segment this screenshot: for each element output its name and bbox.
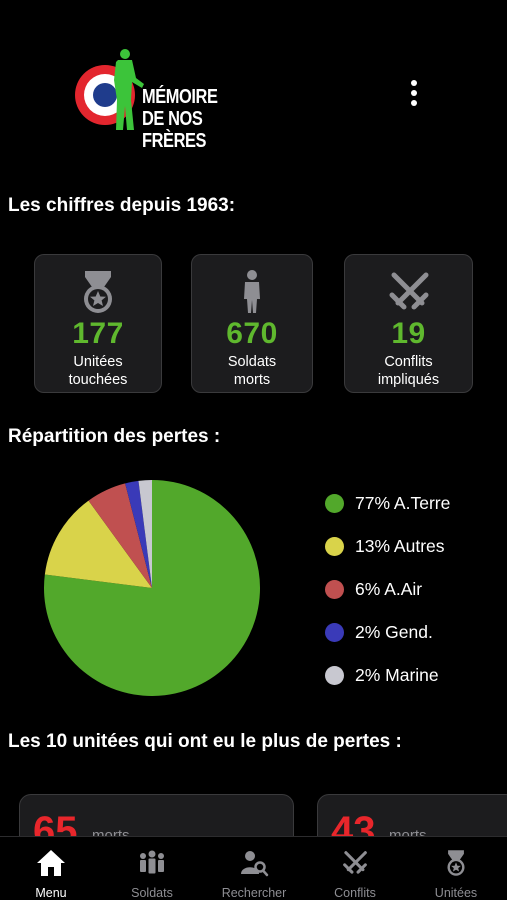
- losses-pie-chart: [44, 480, 260, 696]
- tab-label: Soldats: [131, 886, 173, 900]
- stat-label-line1: Conflits: [384, 354, 433, 370]
- more-menu-button[interactable]: [400, 76, 428, 110]
- stat-value: 177: [72, 317, 124, 350]
- stat-label-line2: morts: [233, 372, 271, 388]
- stat-value: 670: [226, 317, 278, 350]
- search-person-icon: [241, 851, 269, 877]
- legend-item: 6% A.Air: [325, 574, 422, 604]
- legend-item: 2% Marine: [325, 660, 439, 690]
- logo-emblem-icon: [75, 49, 144, 130]
- more-vertical-dot: [411, 100, 417, 106]
- legend-dot: [325, 536, 344, 556]
- tab-soldats[interactable]: Soldats: [101, 837, 203, 900]
- legend-dot: [325, 622, 344, 642]
- legend-dot: [325, 493, 344, 513]
- logo-text: MÉMOIRE DE NOS FRÈRES: [142, 86, 250, 152]
- logo-line-1: MÉMOIRE: [142, 86, 218, 108]
- legend-label: 13% Autres: [355, 535, 445, 556]
- tab-rechercher[interactable]: Rechercher: [203, 837, 305, 900]
- legend-item: 13% Autres: [325, 531, 445, 561]
- stats-section-title: Les chiffres depuis 1963:: [8, 195, 236, 216]
- stat-label: Conflits impliqués: [345, 353, 472, 389]
- legend-dot: [325, 665, 344, 685]
- crossed-swords-icon: [343, 851, 367, 874]
- app-logo: MÉMOIRE DE NOS FRÈRES: [74, 48, 274, 152]
- more-vertical-dot: [411, 90, 417, 96]
- tab-unitees[interactable]: Unitées: [405, 837, 507, 900]
- pie-slice: [138, 480, 152, 588]
- stat-label-line1: Soldats: [227, 354, 277, 370]
- soldiers-group-icon: [140, 850, 164, 874]
- medal-icon: [447, 850, 465, 876]
- legend-label: 6% A.Air: [355, 578, 423, 599]
- pie-slice: [44, 480, 260, 696]
- legend-label: 2% Gend.: [355, 621, 433, 642]
- stat-value: 19: [391, 317, 426, 350]
- stat-card-soldiers[interactable]: 670 Soldats morts: [191, 254, 313, 393]
- stat-label-line2: impliqués: [377, 372, 440, 388]
- stat-card-units[interactable]: 177 Unitées touchées: [34, 254, 162, 393]
- stat-label: Soldats morts: [192, 353, 312, 389]
- stat-label: Unitées touchées: [35, 353, 161, 389]
- medal-icon: [84, 271, 112, 313]
- more-vertical-icon: [411, 80, 417, 86]
- legend-dot: [325, 579, 344, 599]
- stat-card-conflicts[interactable]: 19 Conflits impliqués: [344, 254, 473, 393]
- tab-label: Unitées: [434, 886, 478, 900]
- units-section-title: Les 10 unitées qui ont eu le plus de per…: [8, 731, 402, 752]
- bottom-tab-bar: Menu Soldats Rechercher: [0, 836, 507, 900]
- tab-conflits[interactable]: Conflits: [304, 837, 406, 900]
- tab-label: Rechercher: [221, 886, 287, 900]
- legend-label: 77% A.Terre: [355, 492, 451, 513]
- stat-label-line1: Unitées: [73, 354, 123, 370]
- tab-label: Menu: [35, 886, 67, 900]
- legend-item: 77% A.Terre: [325, 488, 450, 518]
- home-icon: [37, 850, 65, 876]
- tab-label: Conflits: [334, 886, 376, 900]
- losses-section-title: Répartition des pertes :: [8, 426, 221, 447]
- crossed-swords-icon: [389, 272, 428, 310]
- app-header: MÉMOIRE DE NOS FRÈRES: [0, 0, 507, 170]
- pie-slice: [44, 500, 153, 588]
- logo-line-2: DE NOS FRÈRES: [142, 108, 207, 152]
- legend-item: 2% Gend.: [325, 617, 433, 647]
- tab-menu[interactable]: Menu: [0, 837, 102, 900]
- legend-label: 2% Marine: [355, 664, 439, 685]
- pie-slice: [88, 483, 152, 588]
- pie-slice: [125, 480, 152, 588]
- soldier-icon: [244, 270, 260, 313]
- stat-label-line2: touchées: [68, 372, 128, 388]
